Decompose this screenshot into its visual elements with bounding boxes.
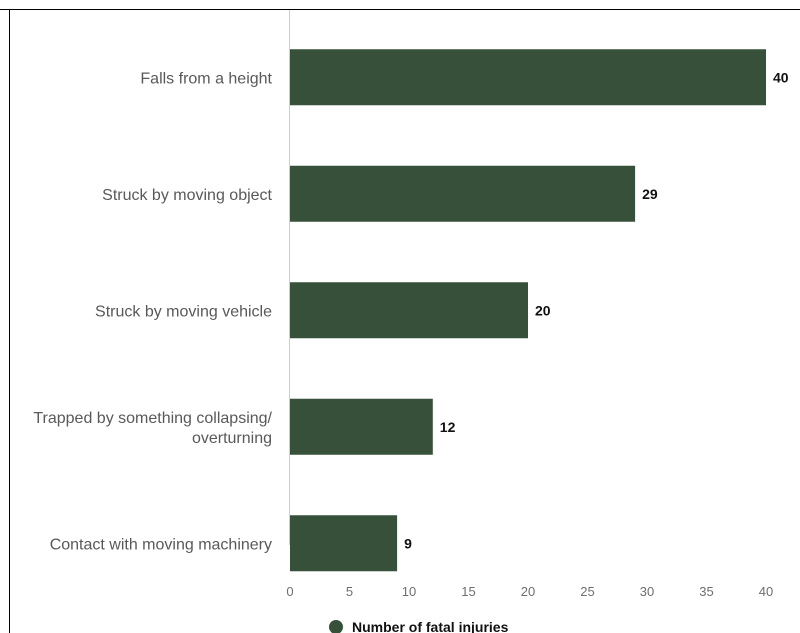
x-tick-label-0: 0 bbox=[286, 584, 293, 599]
category-label-5: Contact with moving machinery bbox=[50, 536, 272, 553]
bar-5[interactable] bbox=[290, 515, 398, 572]
bar-4[interactable] bbox=[290, 398, 433, 455]
frame-lines bbox=[0, 9, 800, 633]
data-label-5: 9 bbox=[404, 535, 412, 551]
category-label-4: Trapped by something collapsing/overturn… bbox=[33, 410, 272, 447]
data-label-4: 12 bbox=[440, 419, 456, 435]
bar-1[interactable] bbox=[290, 49, 766, 106]
x-tick-label-15: 15 bbox=[461, 584, 475, 599]
x-tick-label-5: 5 bbox=[346, 584, 353, 599]
category-labels: Falls from a height Struck by moving obje… bbox=[33, 70, 272, 553]
x-tick-label-40: 40 bbox=[759, 584, 773, 599]
category-label-2: Struck by moving object bbox=[102, 187, 272, 204]
x-tick-label-25: 25 bbox=[580, 584, 594, 599]
data-label-3: 20 bbox=[535, 302, 551, 318]
bar-2[interactable] bbox=[290, 165, 636, 222]
x-tick-label-20: 20 bbox=[521, 584, 535, 599]
x-tick-label-35: 35 bbox=[699, 584, 713, 599]
x-tick-labels: 0 5 10 15 20 25 30 35 40 bbox=[286, 584, 773, 599]
data-label-2: 29 bbox=[642, 186, 658, 202]
legend[interactable]: Number of fatal injuries bbox=[329, 619, 509, 633]
x-tick-label-10: 10 bbox=[402, 584, 416, 599]
data-label-1: 40 bbox=[773, 69, 789, 85]
data-labels: 40 29 20 12 9 bbox=[404, 69, 789, 551]
legend-label[interactable]: Number of fatal injuries bbox=[352, 619, 509, 633]
legend-swatch[interactable] bbox=[329, 620, 343, 633]
category-label-3: Struck by moving vehicle bbox=[95, 303, 272, 320]
x-tick-label-30: 30 bbox=[640, 584, 654, 599]
category-label-1: Falls from a height bbox=[140, 70, 272, 87]
bars bbox=[290, 49, 766, 572]
bar-3[interactable] bbox=[290, 282, 528, 339]
